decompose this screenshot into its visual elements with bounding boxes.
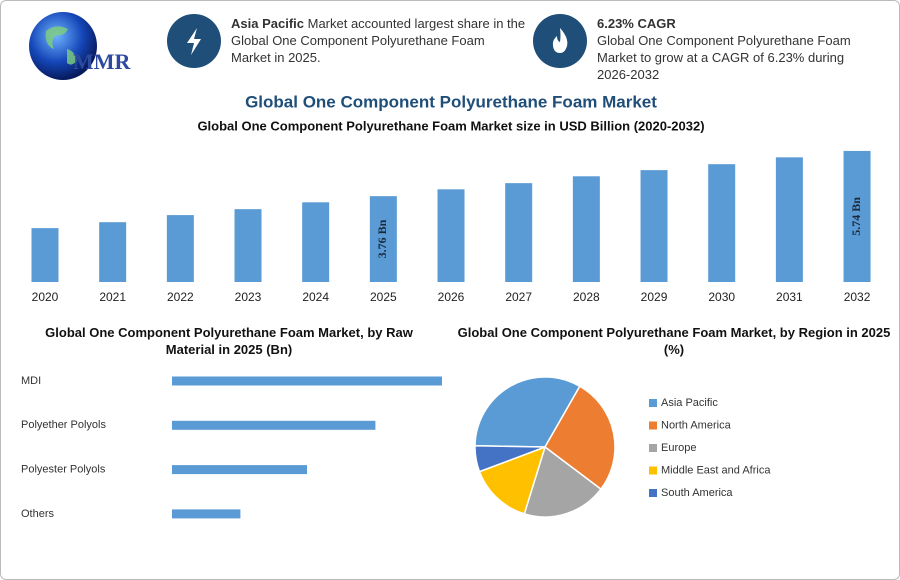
y-tick-label: Others (21, 508, 55, 520)
pie-slice (544, 385, 616, 491)
highlight-text: Global One Component Polyurethane Foam M… (597, 33, 851, 82)
y-tick-label: Polyester Polyols (21, 464, 106, 476)
bolt-icon (187, 28, 201, 55)
bar (843, 150, 871, 282)
legend-label: Europe (661, 442, 696, 454)
icon-circle (533, 14, 587, 68)
bar (166, 215, 194, 282)
value-label: 3.76 Bn (375, 219, 389, 258)
x-tick-label: 2029 (641, 290, 668, 304)
pie-slice (478, 445, 547, 515)
legend-swatch (649, 444, 657, 452)
x-tick-label: 2027 (505, 290, 532, 304)
bar (572, 176, 600, 282)
pie-slice (474, 445, 546, 473)
legend-label: Middle East and Africa (661, 464, 771, 476)
main-title: Global One Component Polyurethane Foam M… (245, 92, 657, 111)
bar (775, 157, 803, 282)
bar (302, 202, 330, 282)
y-tick-label: Polyether Polyols (21, 419, 106, 431)
logo-text: MMR (73, 49, 132, 74)
legend-label: North America (661, 419, 732, 431)
bar (31, 228, 59, 282)
bar (99, 222, 127, 282)
legend-label: Asia Pacific (661, 397, 718, 409)
bar (172, 376, 442, 386)
bar (172, 420, 376, 430)
legend-label: South America (661, 487, 733, 499)
flame-icon (552, 28, 568, 53)
x-tick-label: 2022 (167, 290, 194, 304)
legend-swatch (649, 489, 657, 497)
x-tick-label: 2024 (302, 290, 329, 304)
bar (708, 164, 736, 282)
bar (505, 183, 533, 282)
bar (369, 196, 397, 282)
chart-title: Global One Component Polyurethane Foam M… (45, 325, 413, 357)
x-tick-label: 2028 (573, 290, 600, 304)
bar (172, 509, 241, 519)
legend-swatch (649, 466, 657, 475)
legend-swatch (649, 421, 657, 430)
bar (640, 170, 668, 282)
bar (437, 189, 465, 282)
x-tick-label: 2021 (99, 290, 126, 304)
x-tick-label: 2032 (844, 290, 871, 304)
x-tick-label: 2026 (438, 290, 465, 304)
chart-title: Global One Component Polyurethane Foam M… (457, 325, 891, 357)
bar (172, 465, 307, 475)
highlight-bold: Asia Pacific (231, 16, 304, 31)
x-tick-label: 2025 (370, 290, 397, 304)
value-label: 5.74 Bn (849, 197, 863, 236)
x-tick-label: 2023 (235, 290, 262, 304)
y-tick-label: MDI (21, 375, 41, 387)
logo-land (45, 26, 77, 65)
highlight: Asia Pacific Market accounted largest sh… (231, 15, 526, 66)
chart-title: Global One Component Polyurethane Foam M… (197, 118, 704, 133)
x-tick-label: 2030 (708, 290, 735, 304)
pie-slice (474, 376, 581, 448)
highlight: 6.23% CAGR Global One Component Polyureth… (597, 15, 879, 83)
x-tick-label: 2031 (776, 290, 803, 304)
x-tick-label: 2020 (32, 290, 59, 304)
highlight-title: 6.23% CAGR (597, 16, 676, 31)
legend-swatch (649, 399, 657, 407)
logo-globe (29, 12, 97, 80)
bar (234, 209, 262, 282)
highlight-text: Market accounted largest share in the Gl… (231, 16, 526, 65)
pie-slice (523, 445, 602, 518)
